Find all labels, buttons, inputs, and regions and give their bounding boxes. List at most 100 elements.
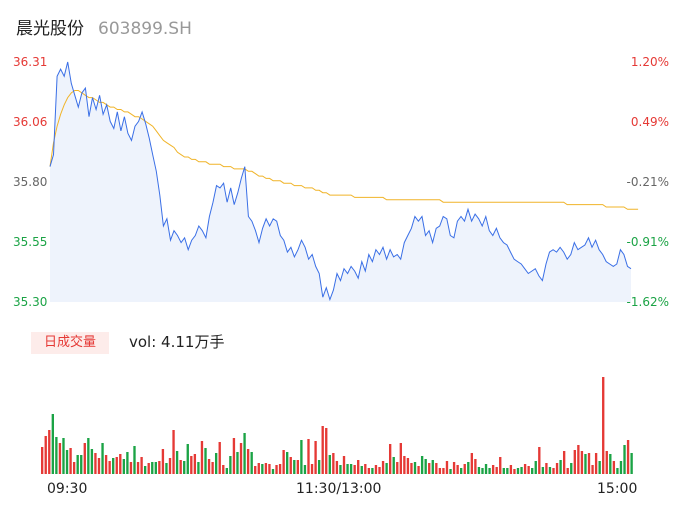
volume-bar (328, 455, 331, 474)
price-tick-label: 35.30 (13, 295, 47, 309)
volume-bar (552, 468, 555, 474)
volume-bar (399, 443, 402, 474)
volume-bar (296, 460, 300, 474)
volume-bar (449, 469, 452, 474)
volume-bar (232, 438, 236, 474)
price-tick-label: 36.31 (13, 55, 47, 69)
volume-bar (591, 465, 594, 474)
volume-bar (314, 441, 317, 474)
volume-bar (254, 466, 257, 474)
volume-bar (594, 453, 598, 474)
volume-readout: vol: 4.11万手 (129, 332, 224, 352)
volume-bar (481, 468, 484, 474)
volume-bar (534, 461, 537, 474)
volume-bar (72, 462, 76, 474)
volume-bar (442, 468, 445, 474)
price-tick-label: 36.06 (13, 115, 47, 129)
volume-bar (396, 462, 399, 474)
volume-bar (523, 464, 527, 474)
volume-bar (48, 430, 51, 474)
volume-bar (126, 452, 129, 474)
volume-bar (332, 453, 335, 474)
volume-bar (246, 449, 250, 474)
volume-bar (463, 464, 466, 474)
volume-bar (44, 436, 47, 474)
volume-bar (342, 456, 346, 474)
volume-bar (193, 454, 197, 474)
volume-bar (381, 461, 385, 474)
volume-bar (101, 443, 104, 474)
volume-tab[interactable]: 日成交量 (31, 332, 109, 354)
volume-bar (286, 452, 289, 474)
volume-bar (602, 377, 605, 474)
volume-bar (147, 463, 150, 474)
volume-bar (424, 459, 427, 474)
volume-bar (335, 461, 339, 474)
price-tick-label: 35.55 (13, 235, 47, 249)
volume-bar (520, 467, 523, 474)
volume-bar (200, 441, 204, 474)
volume-bar (325, 428, 328, 474)
volume-bar (456, 465, 459, 474)
time-tick-midday: 11:30/13:00 (296, 481, 382, 497)
volume-bar (108, 461, 111, 474)
volume-bar (97, 458, 101, 474)
volume-bar (406, 458, 410, 474)
volume-bar (183, 461, 186, 474)
volume-bar (491, 465, 495, 474)
volume-bar (570, 463, 573, 474)
volume-bar (278, 464, 282, 474)
volume-bar (367, 468, 371, 474)
volume-bar (420, 456, 424, 474)
volume-bar (239, 443, 243, 474)
volume-bar (495, 467, 498, 474)
volume-bar (300, 440, 303, 474)
volume-bar (321, 426, 324, 474)
volume-bar (119, 454, 122, 474)
volume-bar (488, 468, 491, 474)
volume-bar (80, 455, 83, 474)
volume-bar (541, 467, 545, 474)
volume-bar (87, 438, 90, 474)
volume-bar (587, 453, 591, 474)
price-line (49, 61, 632, 302)
volume-bar (41, 447, 44, 474)
volume-bar (598, 461, 601, 474)
volume-bar (438, 468, 442, 474)
percent-tick-label: -1.62% (627, 295, 669, 309)
volume-bar (374, 465, 378, 474)
volume-bar (158, 461, 161, 474)
volume-bar (161, 449, 165, 474)
volume-bar (538, 447, 541, 474)
volume-bar (129, 462, 133, 474)
volume-bar (264, 463, 268, 474)
volume-bar (293, 460, 296, 474)
volume-bar (428, 463, 431, 474)
price-area-fill (50, 62, 631, 302)
volume-bar (452, 462, 456, 474)
volume-bar (527, 466, 530, 474)
volume-bar (211, 462, 214, 474)
volume-bar (357, 460, 360, 474)
volume-bar (90, 449, 94, 474)
volume-bar (616, 468, 619, 474)
stock-code: 603899.SH (98, 19, 192, 39)
volume-bar (236, 452, 239, 474)
volume-bar (566, 468, 569, 474)
volume-bar (218, 442, 221, 474)
volume-bar (133, 446, 136, 474)
volume-bar (179, 460, 182, 474)
volume-bar (499, 457, 502, 474)
volume-bar (506, 468, 509, 474)
volume-bar (435, 463, 438, 474)
volume-bar (584, 454, 587, 474)
volume-bar (62, 438, 65, 474)
time-tick-close: 15:00 (597, 481, 638, 497)
volume-bar (271, 469, 275, 474)
percent-axis-labels: 1.20% 0.49% -0.21% -0.91% -1.62% (627, 55, 669, 309)
volume-bar (555, 463, 559, 474)
volume-bar (559, 460, 562, 474)
volume-bar (151, 462, 154, 474)
volume-bar (204, 448, 207, 474)
volume-bar (612, 461, 616, 474)
